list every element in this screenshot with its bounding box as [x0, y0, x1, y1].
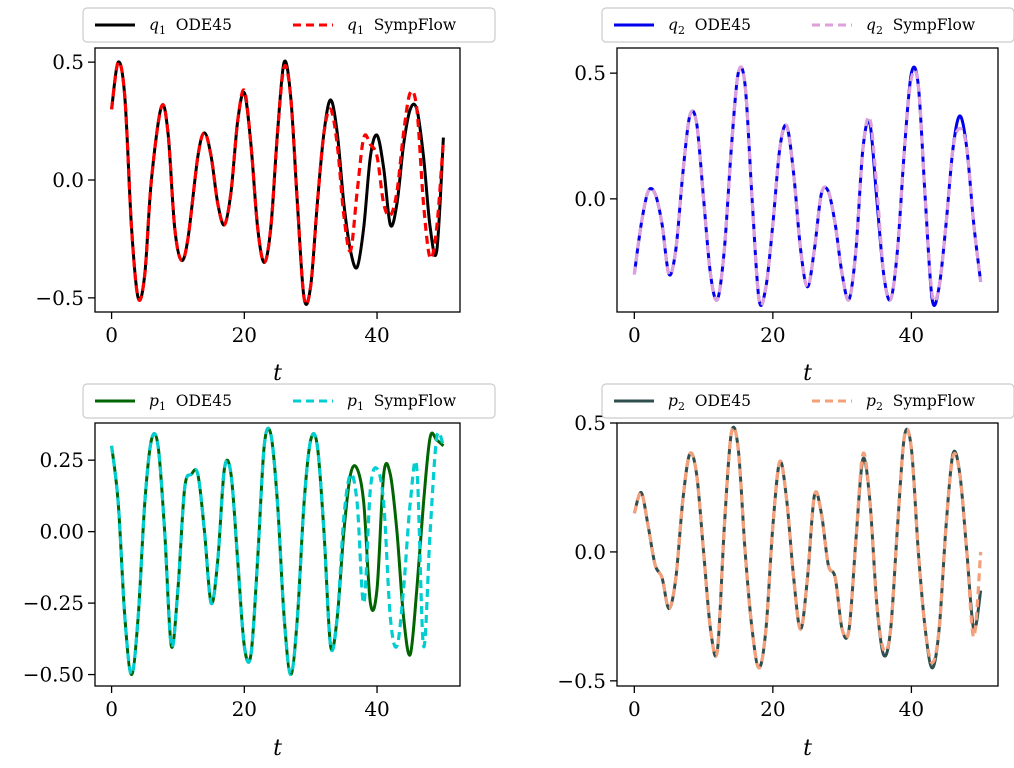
subplot-2: 0 20 40 0.0 0.5 t q2 ODE45 q2 SympFlow — [574, 7, 1014, 386]
axes-frame — [616, 47, 999, 313]
subplot-4: 0 20 40 −0.5 0.0 0.5 t p2 ODE45 p2 SympFlow — [557, 383, 1014, 761]
legend-label-q2-sympflow: q2 SympFlow — [866, 16, 976, 37]
series-line-p2-sympflow — [632, 425, 983, 670]
legend-label-q1-ode45: q1 ODE45 — [149, 16, 232, 37]
legend: q2 ODE45 q2 SympFlow — [601, 7, 1014, 43]
legend-label-q1-sympflow: q1 SympFlow — [347, 16, 457, 37]
y-tick-label: 0.5 — [574, 61, 606, 85]
series-line-p1-sympflow — [110, 426, 445, 677]
legend-label-p2-sympflow: p2 SympFlow — [866, 392, 976, 413]
legend-label-p1-sympflow: p1 SympFlow — [347, 392, 457, 413]
x-tick-label: 0 — [628, 323, 641, 347]
series-line-q1-sympflow — [110, 60, 446, 306]
x-tick-label: 20 — [760, 697, 785, 721]
axes-frame — [94, 47, 461, 313]
y-tick-label: −0.50 — [23, 663, 84, 687]
y-tick-label: −0.5 — [557, 669, 606, 693]
x-axis-label: t — [803, 736, 812, 761]
series-line-q2-sympflow — [632, 65, 983, 308]
y-tick-label: 0.25 — [39, 448, 84, 472]
x-axis-label: t — [273, 361, 282, 386]
y-tick-label: −0.25 — [23, 591, 84, 615]
legend-box — [601, 7, 1014, 43]
x-tick-label: 40 — [899, 697, 924, 721]
legend: p1 ODE45 p1 SympFlow — [82, 383, 496, 419]
y-tick-label: 0.0 — [574, 187, 606, 211]
legend-label-p1-ode45: p1 ODE45 — [149, 392, 232, 413]
legend-box — [82, 7, 496, 43]
series-line-p1-ode45 — [110, 426, 445, 677]
x-tick-label: 20 — [232, 323, 257, 347]
legend-box — [82, 383, 496, 419]
axes-frame — [94, 422, 461, 687]
y-tick-label: −0.5 — [35, 286, 84, 310]
x-tick-label: 0 — [628, 697, 641, 721]
x-axis-label: t — [273, 736, 282, 761]
x-tick-label: 40 — [364, 697, 389, 721]
subplot-3: 0 20 40 −0.50 −0.25 0.00 0.25 t p1 ODE45 p1 SympF… — [23, 383, 496, 761]
legend-label-q2-ode45: q2 ODE45 — [668, 16, 751, 37]
legend-box — [601, 383, 1014, 419]
y-tick-label: 0.0 — [52, 168, 84, 192]
x-tick-label: 40 — [364, 323, 389, 347]
legend-label-p2-ode45: p2 ODE45 — [668, 392, 751, 413]
y-tick-label: 0.5 — [574, 411, 606, 435]
x-tick-label: 0 — [105, 697, 118, 721]
x-tick-label: 20 — [760, 323, 785, 347]
series-line-q1-ode45 — [110, 59, 445, 306]
y-tick-label: 0.5 — [52, 50, 84, 74]
axes-frame — [616, 422, 999, 687]
legend: p2 ODE45 p2 SympFlow — [601, 383, 1014, 419]
x-tick-label: 0 — [105, 323, 118, 347]
subplot-1: 0 20 40 −0.5 0.0 0.5 t q1 ODE45 q1 SympFlow — [35, 7, 496, 386]
x-tick-label: 20 — [232, 697, 257, 721]
y-tick-label: 0.00 — [39, 520, 84, 544]
legend: q1 ODE45 q1 SympFlow — [82, 7, 496, 43]
x-tick-label: 40 — [899, 323, 924, 347]
x-axis-label: t — [803, 361, 812, 386]
y-tick-label: 0.0 — [574, 540, 606, 564]
